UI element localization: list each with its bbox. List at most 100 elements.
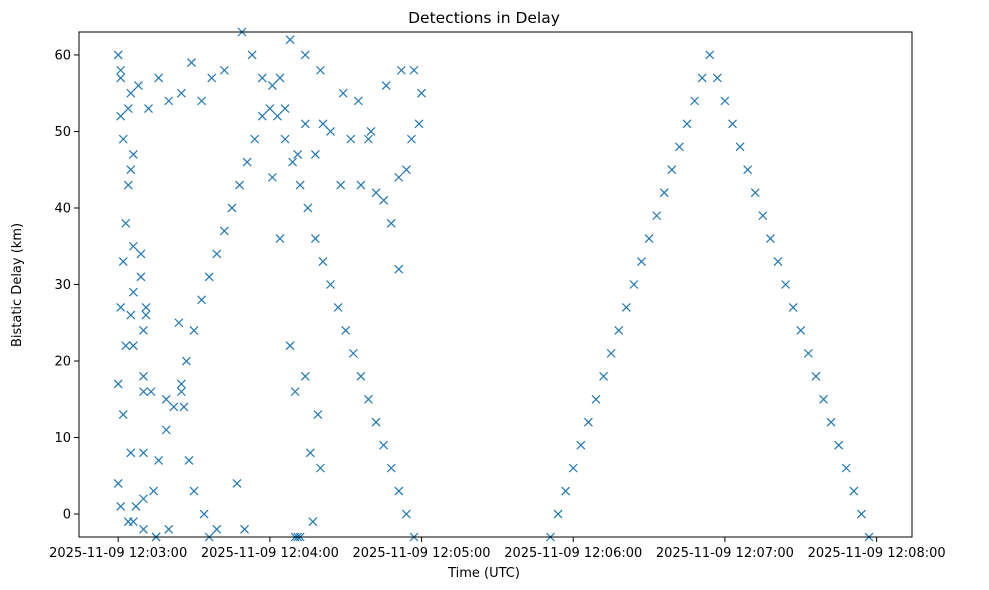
data-point	[149, 486, 159, 496]
data-point	[267, 81, 277, 90]
data-point	[318, 257, 328, 266]
data-point	[169, 402, 179, 412]
y-axis-label: Bistatic Delay (km)	[10, 223, 25, 347]
data-point	[139, 371, 148, 381]
data-point	[743, 165, 753, 175]
data-point	[414, 119, 424, 129]
y-tick-label: 0	[63, 508, 71, 523]
data-point	[300, 119, 310, 129]
data-point	[353, 96, 363, 106]
data-point	[240, 524, 250, 534]
data-point	[316, 463, 325, 473]
data-point	[176, 88, 186, 98]
data-point	[116, 65, 126, 75]
data-point	[308, 517, 318, 527]
data-point	[146, 387, 156, 397]
data-point	[857, 509, 866, 519]
data-point	[128, 241, 138, 251]
data-point	[766, 234, 775, 244]
data-point	[841, 463, 851, 473]
data-point	[247, 50, 257, 60]
data-point	[386, 218, 396, 228]
data-point	[242, 157, 252, 167]
data-point	[275, 234, 285, 244]
data-point	[394, 264, 404, 274]
x-tick-label: 2025-11-09 12:06:00	[504, 546, 642, 561]
data-point	[401, 509, 411, 519]
data-point	[267, 172, 277, 182]
data-point	[834, 440, 844, 450]
data-point	[379, 195, 389, 205]
data-point	[121, 218, 131, 228]
data-point	[123, 180, 133, 190]
data-point	[189, 325, 199, 335]
data-markers	[113, 27, 874, 542]
data-point	[136, 249, 146, 259]
data-point	[326, 127, 335, 136]
data-point	[826, 417, 836, 427]
data-point	[232, 479, 242, 488]
data-point	[750, 188, 760, 198]
data-point	[199, 509, 209, 519]
data-point	[720, 96, 730, 106]
data-point	[652, 211, 662, 221]
data-point	[179, 402, 189, 412]
data-point	[773, 257, 783, 266]
plot-frame	[78, 31, 913, 538]
data-point	[568, 463, 578, 473]
data-point	[394, 486, 404, 496]
x-tick-label: 2025-11-09 12:08:00	[808, 546, 946, 561]
data-point	[318, 119, 328, 129]
data-point	[154, 73, 164, 83]
data-point	[409, 65, 419, 75]
data-point	[235, 180, 244, 190]
data-point	[250, 134, 260, 144]
data-point	[285, 35, 295, 45]
data-point	[128, 517, 138, 527]
data-point	[758, 211, 768, 221]
x-tick-label: 2025-11-09 12:05:00	[353, 546, 491, 561]
data-point	[803, 348, 813, 358]
data-point	[796, 325, 806, 335]
y-tick-label: 20	[54, 355, 71, 370]
data-point	[356, 180, 366, 190]
data-point	[123, 104, 133, 113]
data-point	[126, 310, 136, 320]
y-axis-ticks: 0 10 20 30 40 50 60	[54, 48, 79, 523]
data-point	[139, 387, 148, 397]
data-point	[197, 295, 207, 305]
data-point	[697, 73, 707, 83]
data-point	[118, 134, 128, 144]
data-point	[394, 172, 404, 182]
data-point	[667, 165, 677, 175]
data-point	[280, 134, 290, 144]
data-point	[212, 249, 222, 259]
data-point	[176, 387, 186, 397]
x-tick-label: 2025-11-09 12:04:00	[201, 546, 339, 561]
data-point	[606, 348, 616, 358]
data-point	[386, 463, 396, 473]
data-point	[364, 134, 373, 144]
data-point	[310, 149, 320, 159]
data-point	[690, 96, 700, 106]
data-point	[275, 73, 285, 83]
data-point	[659, 188, 669, 198]
data-point	[348, 348, 358, 358]
data-point	[116, 501, 126, 511]
data-point	[591, 394, 601, 404]
data-point	[273, 111, 282, 121]
y-tick-label: 30	[54, 278, 71, 293]
data-point	[583, 417, 593, 427]
data-point	[285, 341, 295, 351]
x-tick-label: 2025-11-09 12:07:00	[656, 546, 794, 561]
data-point	[139, 448, 148, 458]
data-point	[121, 341, 131, 351]
data-point	[128, 287, 138, 297]
y-tick-label: 60	[54, 48, 71, 63]
data-point	[197, 96, 207, 106]
data-point	[265, 104, 275, 113]
data-point	[187, 58, 196, 68]
data-point	[290, 387, 300, 397]
